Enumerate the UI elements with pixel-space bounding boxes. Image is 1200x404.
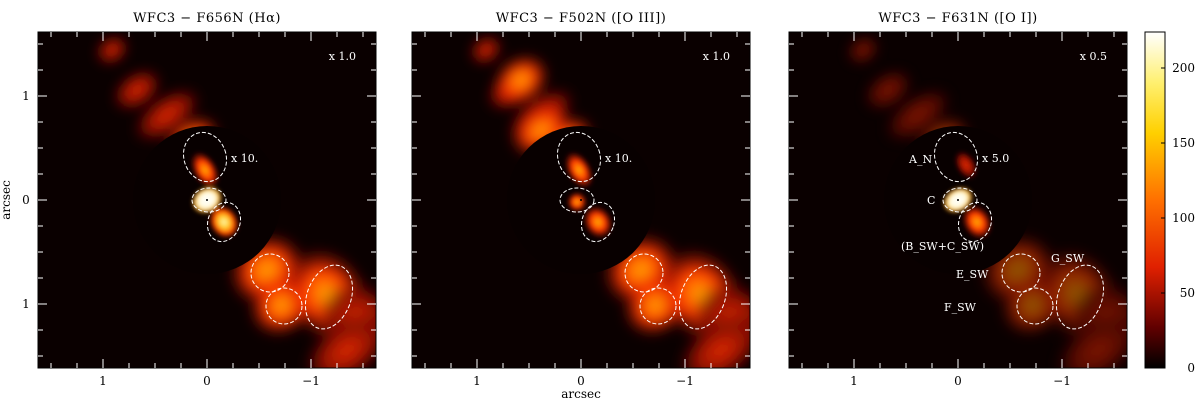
region-ellipse bbox=[678, 264, 728, 330]
panel-title: WFC3 − F656N (Hα) bbox=[133, 11, 281, 26]
region-ellipse bbox=[559, 187, 595, 213]
colorbar-tick-label: 0 bbox=[1187, 361, 1195, 375]
emission-knot bbox=[492, 53, 550, 107]
image bbox=[789, 32, 1127, 368]
x-tick-label: 1 bbox=[99, 374, 107, 388]
x-tick-label: −1 bbox=[302, 374, 320, 388]
outer-scale-label: x 1.0 bbox=[329, 50, 356, 63]
emission-knot bbox=[862, 68, 914, 112]
colorbar-tick-label: 100 bbox=[1172, 211, 1195, 225]
region-label: F_SW bbox=[944, 301, 977, 314]
emission-knot bbox=[95, 34, 129, 66]
emission-knot bbox=[954, 150, 978, 180]
emission-knot bbox=[564, 151, 594, 189]
region-ellipse bbox=[933, 131, 979, 183]
emission-knot bbox=[846, 34, 880, 66]
x-tick-label: 1 bbox=[850, 374, 858, 388]
ticks bbox=[38, 32, 376, 368]
x-tick-label: 0 bbox=[577, 374, 585, 388]
emission-knot bbox=[567, 192, 587, 213]
emission-knot bbox=[883, 86, 953, 144]
outer-scale-label: x 0.5 bbox=[1080, 50, 1107, 63]
y-tick-label: 1 bbox=[22, 297, 30, 311]
x-axis-label: arcsec bbox=[561, 387, 601, 401]
region-ellipse bbox=[206, 201, 242, 243]
region-ellipse bbox=[556, 131, 602, 183]
inner-scale-label: x 5.0 bbox=[982, 152, 1009, 165]
region-label: A_N bbox=[908, 153, 932, 166]
colorbar: 0 50 100 150 200 bbox=[1144, 31, 1195, 375]
emission-knot bbox=[302, 312, 376, 368]
emission-knot bbox=[676, 312, 750, 368]
center-marker bbox=[580, 199, 582, 201]
inner-emission bbox=[564, 151, 613, 239]
region-ellipse bbox=[1001, 253, 1041, 293]
region-ellipse bbox=[1055, 264, 1105, 330]
emission-knot bbox=[132, 86, 202, 144]
x-tick-label: −1 bbox=[676, 374, 694, 388]
y-tick-label: 0 bbox=[22, 193, 30, 207]
x-tick-label: 1 bbox=[473, 374, 481, 388]
emission-knot bbox=[209, 205, 239, 239]
region-ellipse bbox=[624, 253, 664, 293]
center-marker bbox=[206, 199, 208, 201]
region-ellipse bbox=[265, 287, 303, 325]
emission-knot bbox=[583, 205, 613, 239]
emission bbox=[95, 34, 376, 368]
panel-title: WFC3 − F502N ([O III]) bbox=[496, 11, 667, 26]
colorbar-tick-label: 200 bbox=[1172, 61, 1195, 75]
region-ellipse bbox=[580, 201, 616, 243]
ticks bbox=[789, 32, 1127, 368]
region-label: (B_SW+C_SW) bbox=[901, 240, 984, 253]
region-ellipse bbox=[250, 253, 290, 293]
region-ellipse bbox=[942, 187, 978, 213]
region-ellipse bbox=[957, 201, 993, 243]
emission-knot bbox=[469, 34, 503, 66]
emission-knot bbox=[190, 151, 220, 189]
x-tick-label: 0 bbox=[203, 374, 211, 388]
region-ellipse bbox=[191, 187, 227, 213]
region-ellipse bbox=[1016, 287, 1054, 325]
panel-title: WFC3 − F631N ([O I]) bbox=[878, 11, 1037, 26]
emission bbox=[469, 34, 750, 368]
y-axis-label: arcsec bbox=[0, 180, 13, 220]
region-label: G_SW bbox=[1051, 252, 1085, 265]
x-tick-label: 0 bbox=[954, 374, 962, 388]
image bbox=[412, 32, 750, 368]
center-marker bbox=[957, 199, 959, 201]
image bbox=[38, 32, 376, 368]
region-ellipse bbox=[639, 287, 677, 325]
panel-1: WFC3 − F656N (Hα) x 1.0 x 10. 1 0 −1 1 0 1 arcsec bbox=[0, 11, 377, 388]
colorbar-gradient bbox=[1144, 31, 1166, 369]
colorbar-tick-label: 150 bbox=[1172, 136, 1195, 150]
panel-2: WFC3 − F502N ([O III]) x 1.0 x 10. 1 0 −1 arcs… bbox=[411, 11, 751, 401]
x-tick-label: −1 bbox=[1053, 374, 1071, 388]
region-label: C bbox=[927, 194, 935, 207]
panel-3: WFC3 − F631N ([O I]) x 0.5 x 5.0 A_N C (B_SW+… bbox=[788, 11, 1128, 388]
region-ellipse bbox=[182, 131, 228, 183]
y-tick-label: 1 bbox=[22, 89, 30, 103]
outer-scale-label: x 1.0 bbox=[703, 50, 730, 63]
inner-scale-label: x 10. bbox=[605, 152, 632, 165]
ticks bbox=[412, 32, 750, 368]
colorbar-tick-label: 50 bbox=[1180, 286, 1195, 300]
emission-knot bbox=[961, 204, 993, 240]
emission-knot bbox=[111, 68, 163, 112]
emission-knot bbox=[1053, 312, 1127, 368]
region-label: E_SW bbox=[956, 268, 989, 281]
inner-scale-label: x 10. bbox=[231, 152, 258, 165]
region-ellipse bbox=[304, 264, 354, 330]
